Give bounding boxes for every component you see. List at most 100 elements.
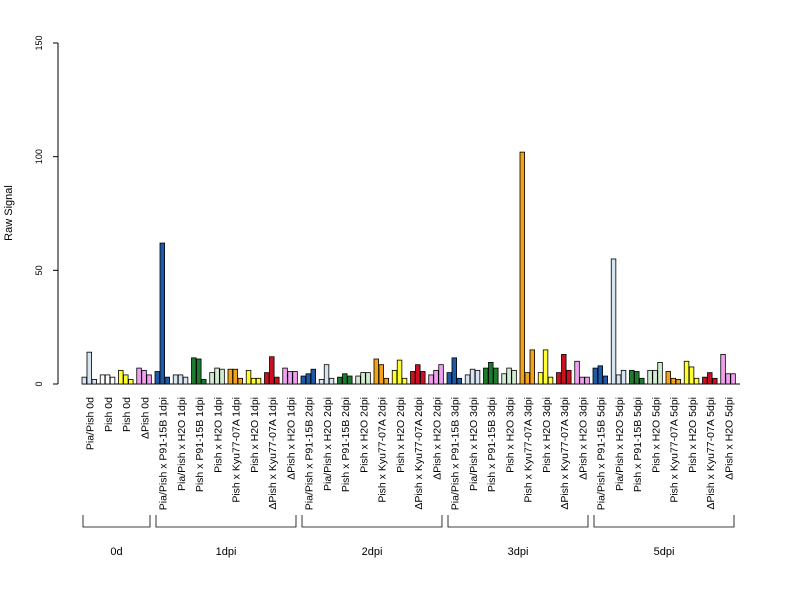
bar <box>250 377 257 385</box>
bar <box>245 369 252 385</box>
bar <box>182 376 189 385</box>
bar <box>688 366 695 385</box>
bar <box>584 376 590 385</box>
bar <box>365 372 371 385</box>
x-tick-label: Pish x H2O 1dpi <box>212 397 224 473</box>
bar <box>136 367 142 385</box>
bar <box>730 373 736 385</box>
bar <box>446 372 452 385</box>
bar <box>219 368 225 385</box>
bar <box>282 367 288 385</box>
bar <box>683 360 690 385</box>
bar <box>529 349 535 385</box>
y-tick-label: 0 <box>34 381 44 386</box>
bar <box>610 258 617 385</box>
bar <box>542 349 549 385</box>
bar <box>469 368 476 385</box>
group-label: 0d <box>110 546 122 558</box>
bars <box>81 151 736 385</box>
y-axis-label: Raw Signal <box>3 185 15 241</box>
x-tick-label: Pish x H2O 3dpi <box>504 397 516 473</box>
bar <box>264 372 270 385</box>
y-tick-label: 150 <box>34 35 44 50</box>
x-tick-label: Pia/Pish x P91-15B 2dpi <box>304 397 316 510</box>
bar <box>305 373 311 385</box>
bar <box>675 379 681 385</box>
bar <box>501 373 507 385</box>
x-tick-label: Pish x Kyu77-07A 5dpi <box>669 397 681 503</box>
x-tick-label: Pia/Pish x P91-15B 3dpi <box>450 397 462 510</box>
bar <box>396 359 403 385</box>
x-tick-label: ΔPish x H2O 3dpi <box>577 397 589 480</box>
x-tick-label: Pia/Pish x P91-15B 1dpi <box>158 397 170 510</box>
bar <box>602 375 608 385</box>
x-tick-label: Pia/Pish 0d <box>85 397 97 450</box>
bar <box>337 376 343 385</box>
bar <box>91 379 97 385</box>
bar <box>355 375 361 385</box>
x-tick-label: Pia/Pish x H2O 3dpi <box>468 397 480 491</box>
bar <box>707 372 713 385</box>
bar <box>154 371 160 385</box>
bar <box>274 376 280 385</box>
bar <box>328 377 335 385</box>
x-tick-label: ΔPish x H2O 2dpi <box>431 397 443 480</box>
x-tick-label: Pish x P91-15B 5dpi <box>632 397 644 492</box>
group-label: 1dpi <box>216 546 237 558</box>
bar <box>556 372 562 385</box>
bar <box>209 372 215 385</box>
bar <box>378 364 384 385</box>
bar <box>561 354 567 385</box>
bar <box>109 376 116 385</box>
bar <box>323 364 330 385</box>
bar <box>456 377 462 385</box>
bar <box>191 357 197 385</box>
bar <box>524 372 530 385</box>
x-tick-label: Pish x H2O 3dpi <box>541 397 553 473</box>
bar <box>118 369 124 385</box>
bar <box>464 374 471 385</box>
bar <box>511 369 517 385</box>
bar <box>712 377 718 385</box>
bar <box>506 367 512 385</box>
x-tick-label: Pish x H2O 2dpi <box>395 397 407 473</box>
x-tick-label: Pish x H2O 5dpi <box>687 397 699 473</box>
bar <box>99 374 106 385</box>
group-bracket <box>301 515 443 528</box>
x-tick-labels: Pia/Pish 0d Pish 0d Pish 0d ΔPish 0d Pia/Pis… <box>85 397 736 510</box>
bar <box>81 376 87 385</box>
bar <box>318 379 325 385</box>
bar <box>574 360 580 385</box>
group-label: 3dpi <box>508 546 529 558</box>
bar <box>415 364 421 385</box>
x-tick-label: Pia/Pish x H2O 1dpi <box>176 397 188 491</box>
x-tick-label: Pish x P91-15B 3dpi <box>486 397 498 492</box>
x-tick-label: ΔPish x Kyu77-07A 2dpi <box>413 397 425 510</box>
bar <box>310 368 316 385</box>
bar <box>438 364 444 385</box>
x-tick-label: Pia/Pish x P91-15B 5dpi <box>596 397 608 510</box>
bar <box>172 374 179 385</box>
bar <box>670 377 676 385</box>
bar <box>725 373 731 385</box>
x-tick-label: Pish x Kyu77-07A 3dpi <box>523 397 535 503</box>
bar <box>300 375 306 385</box>
bar <box>665 371 671 385</box>
bar <box>287 371 293 385</box>
bar <box>566 369 572 385</box>
bar <box>128 379 134 385</box>
bar <box>597 365 603 385</box>
bar <box>391 369 398 385</box>
bar <box>177 374 184 385</box>
x-tick-label: ΔPish x H2O 5dpi <box>723 397 735 480</box>
bar <box>488 361 494 385</box>
bar <box>420 371 426 385</box>
bar <box>652 369 658 385</box>
bar <box>255 377 262 385</box>
bar <box>615 374 622 385</box>
bar <box>647 369 653 385</box>
bar <box>196 358 202 385</box>
x-tick-label: Pish x P91-15B 2dpi <box>340 397 352 492</box>
bar <box>451 357 457 385</box>
bar <box>433 369 439 385</box>
